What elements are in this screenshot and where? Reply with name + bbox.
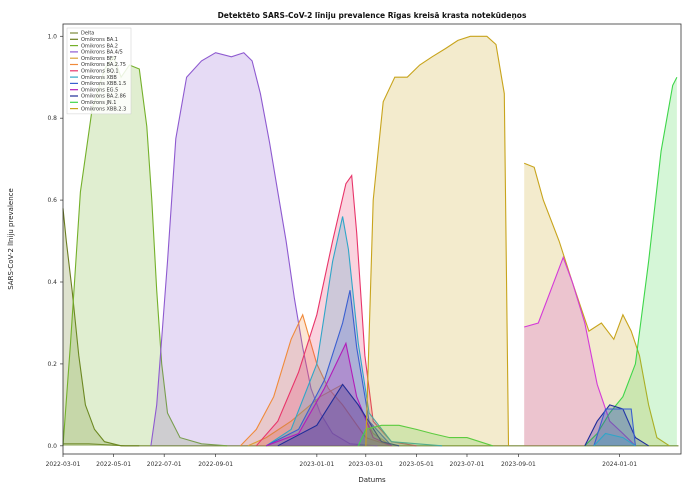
plot-area [62, 35, 679, 447]
y-axis: 0.0 0.2 0.4 0.6 0.8 1.0 [47, 33, 63, 450]
area-a-7 [266, 216, 443, 446]
legend-label-0: Delta [81, 31, 94, 37]
legend-label-2: Omikrons BA.2 [81, 43, 118, 49]
line-a-5 [240, 313, 392, 447]
line-b-0 [523, 162, 670, 447]
line-b-1 [524, 255, 636, 447]
x-tick-label-0: 2022-03-01 [46, 461, 81, 468]
line-a-6 [255, 173, 417, 447]
legend-label-1: Omikrons BA.1 [81, 37, 118, 43]
area-a-2 [63, 56, 228, 446]
line-a-10 [277, 383, 400, 447]
x-tick-label-5: 2023-03-01 [348, 461, 383, 468]
line-a-4 [247, 383, 392, 447]
legend-label-3: Omikrons BA.4/5 [81, 50, 123, 56]
line-a-1 [62, 208, 140, 447]
x-tick-label-4: 2023-01-01 [299, 461, 334, 468]
x-tick-label-9: 2024-01-01 [602, 461, 637, 468]
x-tick-label-2: 2022-07-01 [147, 461, 182, 468]
area-a-11 [358, 425, 493, 446]
x-axis-label: Datums [358, 476, 386, 484]
y-tick-label-5: 1.0 [47, 33, 57, 40]
area-b-3 [584, 404, 649, 446]
y-tick-label-3: 0.6 [47, 197, 57, 204]
area-a-5 [240, 314, 392, 446]
x-tick-label-1: 2022-05-01 [96, 461, 131, 468]
line-b-5 [593, 432, 636, 447]
line-b-4 [593, 408, 636, 446]
area-a-1 [63, 208, 140, 446]
line-a-11 [357, 424, 493, 447]
line-a-3 [150, 52, 378, 447]
area-a-12 [365, 36, 509, 446]
y-axis-label: SARS-CoV-2 līniju prevalence [7, 188, 15, 290]
y-tick-label-4: 0.8 [47, 115, 57, 122]
x-tick-label-3: 2022-09-01 [198, 461, 233, 468]
area-a-4 [248, 384, 392, 446]
legend-label-10: Omikrons BA.2.86 [81, 94, 126, 100]
legend-label-6: Omikrons BQ.1 [81, 69, 119, 75]
legend-label-12: Omikrons XBB.2.3 [81, 106, 126, 112]
x-tick-label-6: 2023-05-01 [399, 461, 434, 468]
area-a-3 [150, 52, 378, 446]
line-a-9 [266, 341, 392, 447]
legend-label-11: Omikrons JN.1 [81, 100, 116, 106]
area-b-4 [593, 409, 636, 446]
y-tick-label-2: 0.4 [47, 279, 57, 286]
legend-label-5: Omikrons BA.2.75 [81, 62, 126, 68]
plot-frame [62, 23, 682, 455]
legend-label-4: Omikrons BF.7 [81, 56, 117, 62]
legend-label-8: Omikrons XBB.1.5 [81, 81, 126, 87]
line-a-12 [365, 35, 510, 446]
area-b-5 [593, 433, 636, 446]
legend-label-7: Omikrons XBB [81, 75, 117, 81]
line-b-2 [584, 76, 678, 447]
chart-title: Detektēto SARS-CoV-2 līniju prevalence R… [218, 11, 527, 20]
x-axis: 2022-03-01 2022-05-01 2022-07-01 2022-09-01… [46, 454, 637, 468]
legend-label-9: Omikrons EG.5 [81, 87, 118, 93]
line-a-7 [265, 216, 443, 447]
y-tick-label-1: 0.2 [47, 361, 57, 368]
line-a-2 [62, 55, 228, 447]
line-a-0 [63, 443, 679, 447]
y-tick-label-0: 0.0 [47, 443, 57, 450]
area-b-2 [584, 77, 677, 446]
area-a-9 [266, 343, 392, 446]
line-b-3 [584, 404, 649, 447]
x-tick-label-8: 2023-09-01 [501, 461, 536, 468]
x-tick-label-7: 2023-07-01 [450, 461, 485, 468]
area-b-0 [524, 163, 670, 446]
area-b-1 [524, 257, 636, 446]
